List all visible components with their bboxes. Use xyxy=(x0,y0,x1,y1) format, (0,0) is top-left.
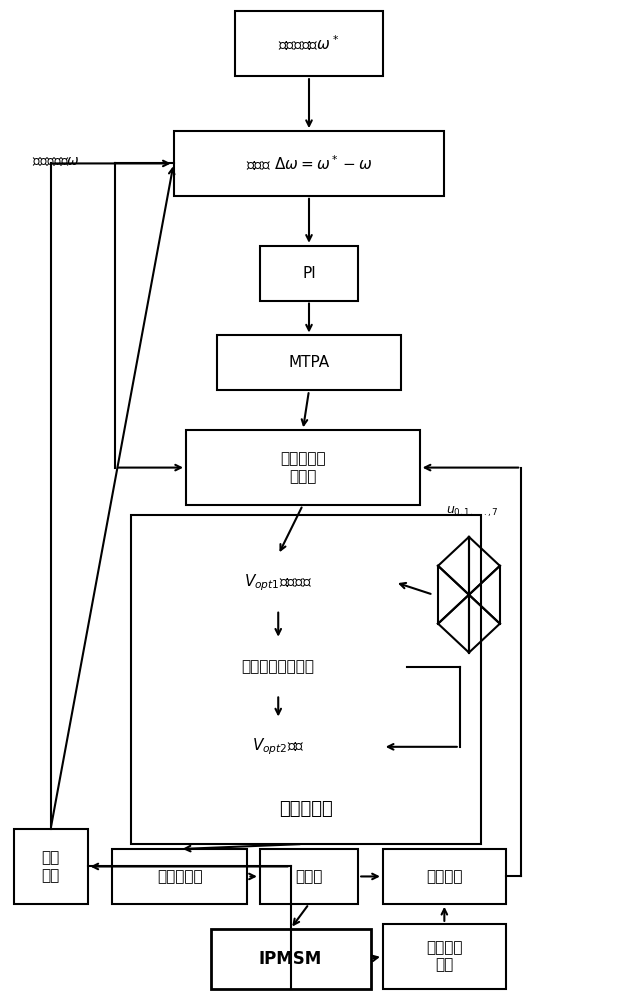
FancyBboxPatch shape xyxy=(112,849,247,904)
Text: $V_{opt1}$快速选择: $V_{opt1}$快速选择 xyxy=(244,572,312,593)
FancyBboxPatch shape xyxy=(260,849,358,904)
Text: 转速
检测: 转速 检测 xyxy=(41,850,60,883)
FancyBboxPatch shape xyxy=(174,131,444,196)
Text: $V_{opt2}$选择: $V_{opt2}$选择 xyxy=(252,737,305,757)
FancyBboxPatch shape xyxy=(383,924,506,989)
FancyBboxPatch shape xyxy=(186,430,420,505)
FancyBboxPatch shape xyxy=(14,829,88,904)
FancyBboxPatch shape xyxy=(217,335,401,390)
Text: 转速给定值$\omega^*$: 转速给定值$\omega^*$ xyxy=(279,34,339,53)
Text: MTPA: MTPA xyxy=(289,355,329,370)
Text: 脉冲发生器: 脉冲发生器 xyxy=(157,869,203,884)
FancyBboxPatch shape xyxy=(383,849,506,904)
Text: 逆变器: 逆变器 xyxy=(295,869,323,884)
Text: IPMSM: IPMSM xyxy=(259,950,322,968)
Text: $u_{0,1,...,7}$: $u_{0,1,...,7}$ xyxy=(446,505,499,519)
FancyBboxPatch shape xyxy=(235,11,383,76)
Text: 坐标变换: 坐标变换 xyxy=(426,869,463,884)
Text: PI: PI xyxy=(302,266,316,281)
FancyBboxPatch shape xyxy=(130,515,481,844)
FancyBboxPatch shape xyxy=(211,929,371,989)
Text: 转子位置
检测: 转子位置 检测 xyxy=(426,940,463,972)
Text: 给定矢量电
压计算: 给定矢量电 压计算 xyxy=(280,451,326,484)
FancyBboxPatch shape xyxy=(260,246,358,301)
FancyBboxPatch shape xyxy=(174,719,383,774)
Text: 转速反馈值$\omega$: 转速反馈值$\omega$ xyxy=(32,154,80,168)
Text: 转速差 $\Delta\omega = \omega^* - \omega$: 转速差 $\Delta\omega = \omega^* - \omega$ xyxy=(246,154,372,173)
FancyBboxPatch shape xyxy=(149,640,407,694)
Text: 矢量作用时间分配: 矢量作用时间分配 xyxy=(242,660,315,675)
Text: 双矢量优化: 双矢量优化 xyxy=(279,800,333,818)
FancyBboxPatch shape xyxy=(161,555,395,610)
